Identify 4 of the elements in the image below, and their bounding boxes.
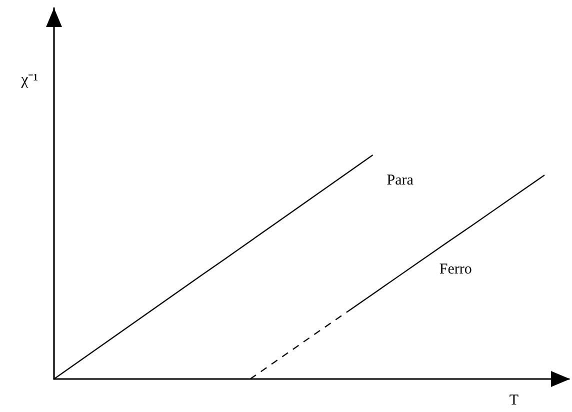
series-label: Para xyxy=(386,172,414,188)
y-axis-title: χ⁻¹ xyxy=(20,72,38,88)
x-axis-title: T xyxy=(509,392,519,408)
series-label: Ferro xyxy=(439,262,472,278)
